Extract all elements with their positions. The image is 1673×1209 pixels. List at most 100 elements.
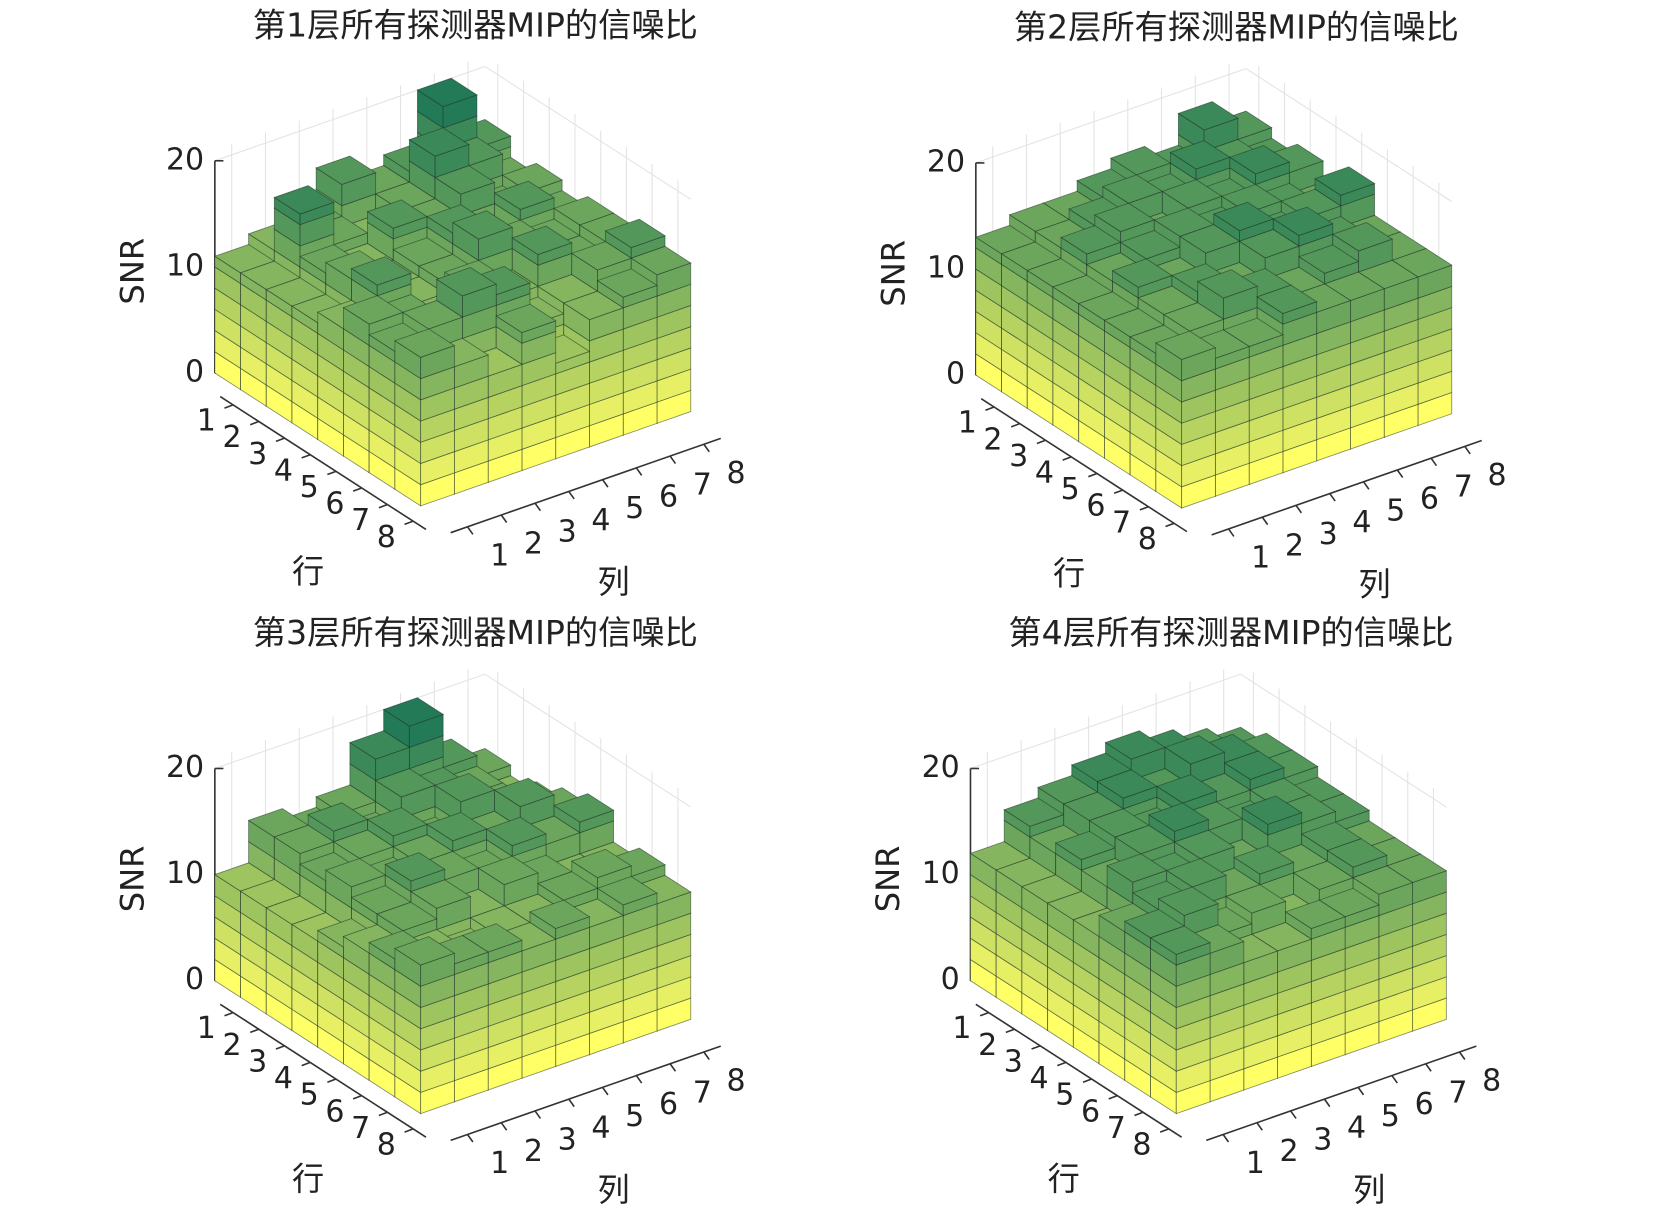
col-tick-label: 5 <box>625 491 644 526</box>
row-tick <box>224 1011 234 1017</box>
bar-top <box>350 256 412 286</box>
row-tick-label: 3 <box>1004 1044 1023 1079</box>
z-tick-label: 20 <box>922 750 960 785</box>
row-tick-label: 6 <box>1086 489 1105 524</box>
bar-top <box>1162 302 1225 332</box>
col-tick <box>635 1075 643 1084</box>
z-tick-label: 0 <box>185 962 204 997</box>
row-tick <box>1088 472 1098 478</box>
row-tick <box>378 1111 388 1117</box>
row-tick-label: 7 <box>351 1111 370 1146</box>
col-tick <box>1357 1086 1365 1096</box>
row-tick-label: 7 <box>1107 1111 1126 1146</box>
bar-top <box>393 328 456 358</box>
col-axis-label: 列 <box>597 1171 629 1209</box>
col-tick-label: 4 <box>1352 505 1371 540</box>
row-tick-label: 4 <box>1030 1061 1049 1096</box>
row-tick <box>352 1094 362 1100</box>
col-tick-label: 2 <box>1280 1134 1299 1169</box>
row-axis <box>219 395 427 531</box>
bar-top <box>493 777 556 808</box>
z-tick-label: 10 <box>166 856 204 891</box>
row-tick <box>1062 456 1072 461</box>
row-tick <box>275 437 285 443</box>
col-tick <box>466 526 474 535</box>
col-tick <box>601 1086 609 1096</box>
bar-top <box>1154 330 1217 360</box>
col-tick-label: 2 <box>524 527 543 562</box>
col-tick-label: 6 <box>1420 481 1439 516</box>
row-tick <box>224 404 234 409</box>
bar-top <box>485 816 548 847</box>
col-tick-label: 1 <box>1251 540 1270 575</box>
col-tick <box>1227 528 1235 537</box>
row-axis <box>980 398 1188 533</box>
row-tick <box>1036 439 1046 445</box>
row-axis <box>219 1003 427 1138</box>
row-axis-label: 行 <box>1053 555 1085 593</box>
bar-top <box>630 245 692 276</box>
row-axis-label: 行 <box>1048 1160 1080 1198</box>
row-tick-label: 6 <box>325 1094 344 1129</box>
bar-top <box>1228 144 1291 175</box>
z-tick-label: 10 <box>927 251 965 286</box>
col-axis <box>450 437 722 534</box>
col-tick <box>534 502 542 512</box>
grid-line <box>975 68 1453 202</box>
col-tick-label: 3 <box>558 1122 577 1157</box>
row-tick-label: 6 <box>325 487 344 522</box>
row-tick <box>1113 489 1123 495</box>
col-tick <box>669 455 677 465</box>
bar-top <box>408 127 470 157</box>
bar-top <box>434 165 496 195</box>
row-tick-label: 1 <box>197 404 216 439</box>
bar-top <box>1238 229 1300 259</box>
row-tick <box>352 487 362 492</box>
row-tick <box>1165 522 1175 528</box>
row-tick-label: 2 <box>983 422 1002 457</box>
col-axis <box>450 1045 722 1142</box>
row-tick-label: 3 <box>248 437 267 472</box>
z-axis-label: SNR <box>113 238 151 305</box>
col-tick-label: 3 <box>558 515 577 550</box>
z-tick-label: 0 <box>185 354 204 389</box>
row-tick-label: 4 <box>1035 456 1054 491</box>
col-tick-label: 7 <box>1448 1075 1467 1110</box>
col-tick-label: 5 <box>1381 1099 1400 1134</box>
col-tick-label: 1 <box>490 1146 509 1181</box>
row-tick-label: 7 <box>1112 505 1131 540</box>
row-tick <box>1010 422 1021 428</box>
bar <box>1149 925 1211 1115</box>
bar-top <box>348 730 411 760</box>
bar-top <box>315 155 377 185</box>
bar-top <box>604 218 666 249</box>
row-tick-label: 4 <box>274 1061 293 1096</box>
z-tick-label: 10 <box>922 856 960 891</box>
z-tick-label: 0 <box>946 357 965 392</box>
col-tick-label: 7 <box>693 468 712 503</box>
col-tick-label: 5 <box>625 1099 644 1134</box>
row-tick <box>249 1028 260 1034</box>
row-tick-label: 8 <box>377 520 396 555</box>
row-tick <box>327 1078 337 1084</box>
col-tick-label: 3 <box>1319 517 1338 552</box>
col-tick-label: 6 <box>659 1087 678 1122</box>
bar-top <box>562 290 625 321</box>
bar-top <box>401 300 464 330</box>
row-tick-label: 5 <box>300 470 319 505</box>
bar <box>393 936 456 1115</box>
z-axis-label: SNR <box>113 845 151 912</box>
col-tick <box>568 1098 575 1108</box>
row-tick-label: 2 <box>222 420 241 455</box>
col-tick <box>1458 1051 1466 1060</box>
col-tick <box>1295 504 1303 514</box>
row-tick-label: 8 <box>1138 522 1157 557</box>
col-tick-label: 4 <box>591 503 610 538</box>
row-tick-label: 1 <box>958 406 977 441</box>
row-axis-label: 行 <box>292 1160 324 1198</box>
col-tick <box>1323 1098 1331 1108</box>
row-tick <box>301 1061 311 1067</box>
bar-top <box>553 793 615 823</box>
chart-title: 第4层所有探测器MIP的信噪比 <box>1008 613 1453 652</box>
